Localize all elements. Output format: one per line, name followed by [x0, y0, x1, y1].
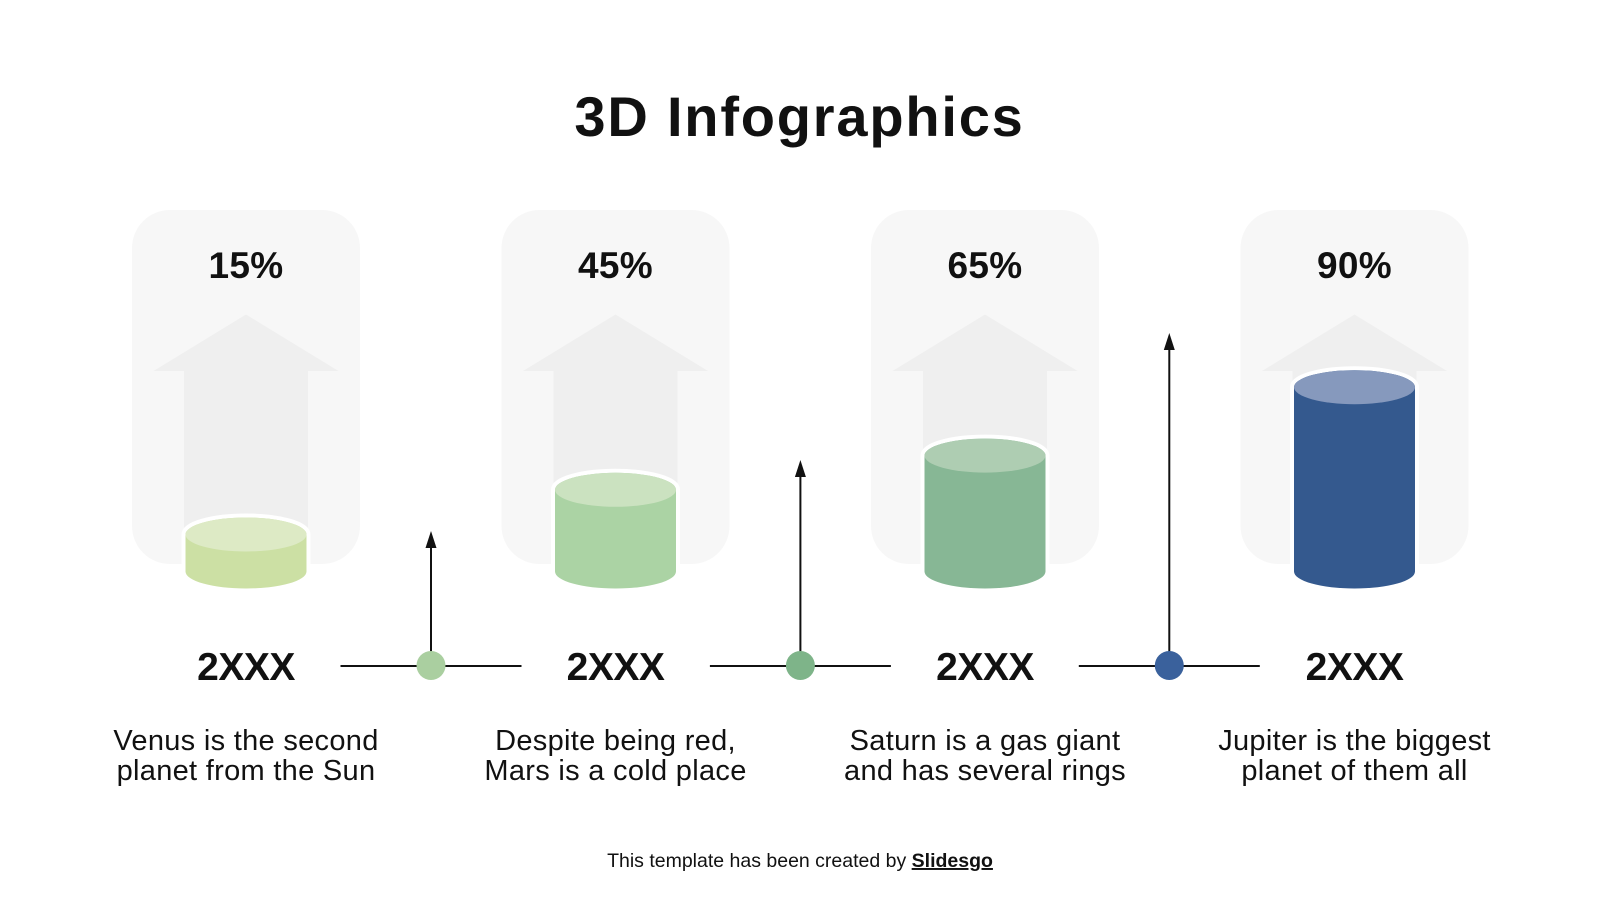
- svg-text:Mars is a cold place: Mars is a cold place: [484, 755, 746, 787]
- svg-text:Despite being red,: Despite being red,: [495, 725, 736, 757]
- svg-text:2XXX: 2XXX: [1306, 646, 1404, 689]
- svg-text:90%: 90%: [1317, 245, 1392, 286]
- svg-text:2XXX: 2XXX: [567, 646, 665, 689]
- svg-text:and has several rings: and has several rings: [844, 755, 1126, 787]
- svg-text:Venus is the second: Venus is the second: [113, 725, 378, 757]
- svg-text:2XXX: 2XXX: [197, 646, 295, 689]
- svg-text:15%: 15%: [209, 245, 284, 286]
- svg-text:planet of them all: planet of them all: [1241, 755, 1467, 787]
- svg-text:3D Infographics: 3D Infographics: [574, 85, 1024, 148]
- svg-text:Saturn is a gas giant: Saturn is a gas giant: [850, 725, 1121, 757]
- svg-text:45%: 45%: [578, 245, 653, 286]
- svg-text:This template has been created: This template has been created by Slides…: [607, 850, 993, 872]
- svg-text:planet from the Sun: planet from the Sun: [117, 755, 376, 787]
- svg-text:65%: 65%: [948, 245, 1023, 286]
- svg-text:Jupiter is the biggest: Jupiter is the biggest: [1218, 725, 1491, 757]
- svg-text:2XXX: 2XXX: [936, 646, 1034, 689]
